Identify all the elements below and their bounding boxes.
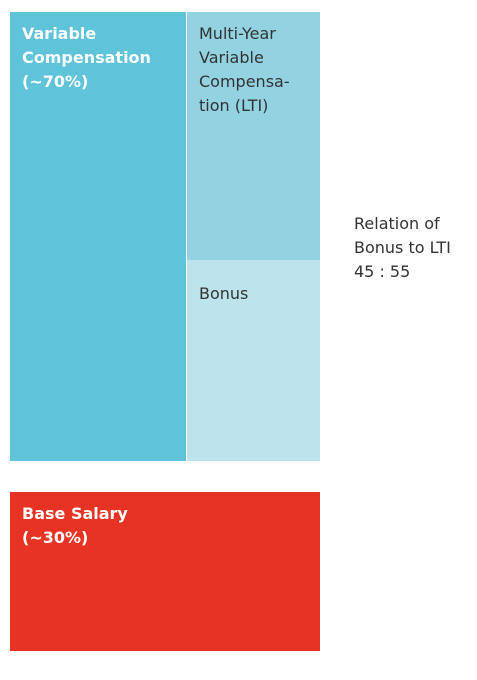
text-line: Compensation	[22, 48, 151, 67]
base-salary-block: Base Salary (~30%)	[10, 492, 320, 651]
text-line: Bonus	[199, 284, 249, 303]
variable-compensation-block: Variable Compensation (~70%)	[10, 12, 186, 461]
text-line: Base Salary	[22, 504, 128, 523]
text-line: (~30%)	[22, 528, 89, 547]
text-line: Bonus to LTI	[354, 238, 451, 257]
relation-note: Relation of Bonus to LTI 45 : 55	[342, 202, 477, 294]
text-line: Multi-Year	[199, 24, 276, 43]
text-line: 45 : 55	[354, 262, 411, 281]
lti-block: Multi-Year Variable Compensa-tion (LTI)	[187, 12, 320, 260]
text-line: Compensa-	[199, 72, 290, 91]
text-line: Relation of	[354, 214, 440, 233]
bonus-block: Bonus	[187, 260, 320, 461]
text-line: Variable	[22, 24, 97, 43]
text-line: tion (LTI)	[199, 96, 269, 115]
text-line: Variable	[199, 48, 264, 67]
text-line: (~70%)	[22, 72, 89, 91]
